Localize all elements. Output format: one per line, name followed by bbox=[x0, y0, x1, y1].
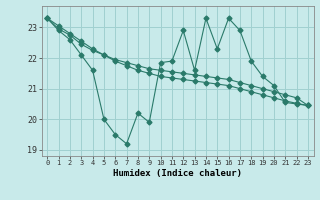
X-axis label: Humidex (Indice chaleur): Humidex (Indice chaleur) bbox=[113, 169, 242, 178]
